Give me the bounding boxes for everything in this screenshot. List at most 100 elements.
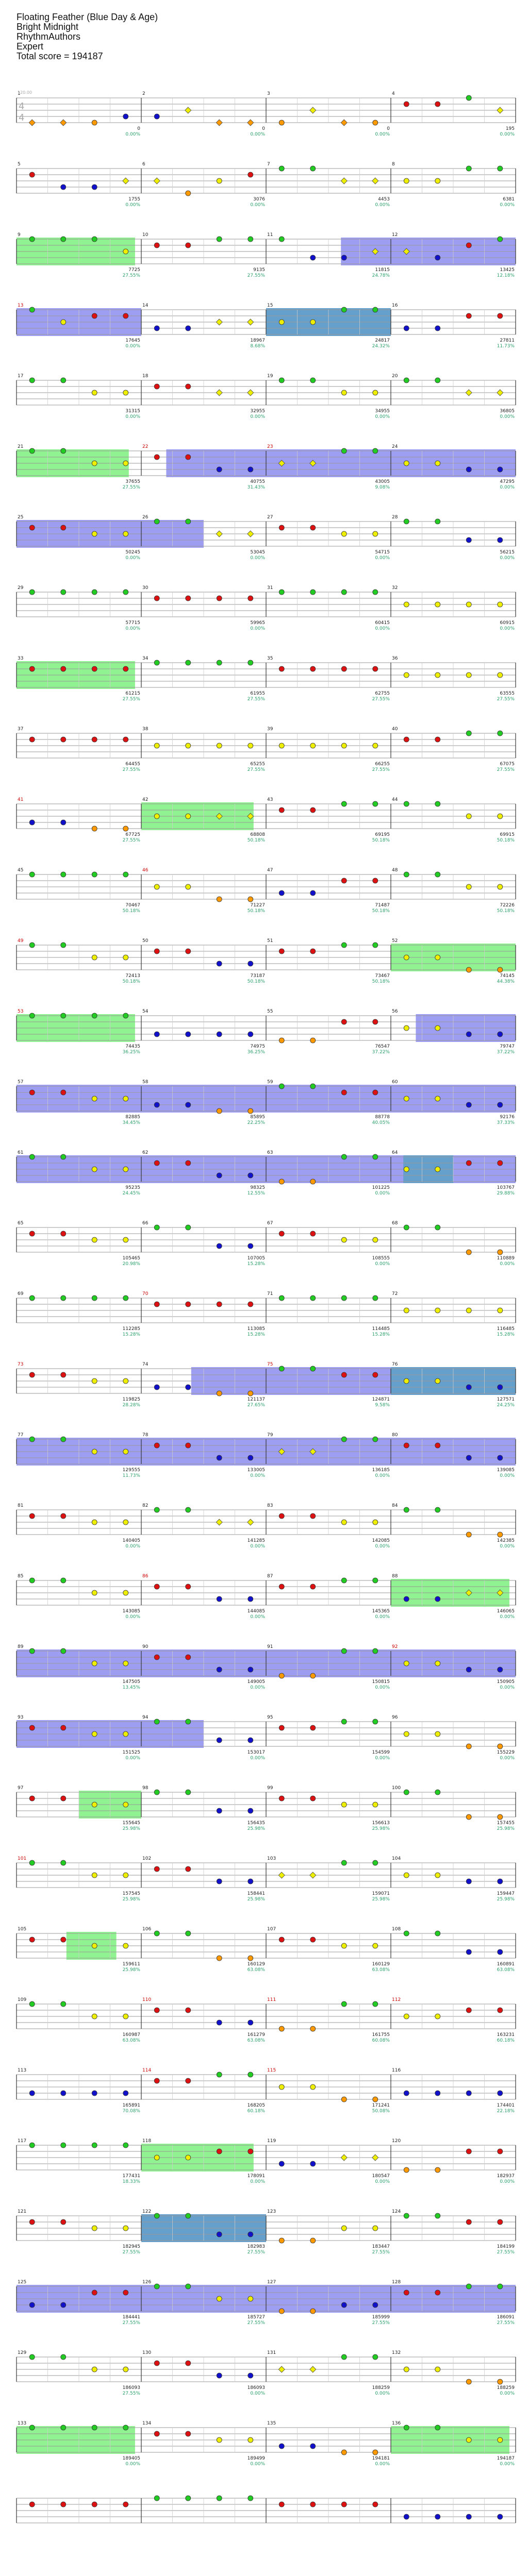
note-red xyxy=(403,736,409,743)
measure-number: 46 xyxy=(142,868,148,873)
note-green xyxy=(497,730,503,736)
note-orange xyxy=(341,2449,347,2455)
measure-number: 66 xyxy=(142,1221,148,1226)
note-green xyxy=(372,1719,378,1725)
note-red xyxy=(341,878,347,884)
note-green xyxy=(341,942,347,948)
measure-number: 78 xyxy=(142,1433,148,1438)
measure-score: 159071 xyxy=(372,1891,390,1896)
note-green xyxy=(60,1154,67,1160)
measure-score: 155229 xyxy=(497,1750,515,1755)
measure-number: 29 xyxy=(18,585,24,591)
note-yellow xyxy=(497,1307,503,1314)
note-yellow xyxy=(403,2366,409,2372)
note-yellow xyxy=(154,2154,160,2161)
note-red xyxy=(60,1513,67,1519)
note-green xyxy=(341,1648,347,1654)
note-green xyxy=(341,1295,347,1301)
song-title: Floating Feather (Blue Day & Age) xyxy=(16,12,158,22)
measure-percent: 0.00% xyxy=(500,414,515,419)
note-red xyxy=(154,2360,160,2366)
measure-percent: 0.00% xyxy=(375,555,390,561)
note-diamond xyxy=(309,1872,317,1879)
measure-number: 120 xyxy=(392,2139,401,2144)
measure-number: 15 xyxy=(267,303,273,308)
measure-number: 132 xyxy=(392,2350,401,2355)
measure-score: 129555 xyxy=(123,1468,140,1473)
measure-score: 72413 xyxy=(125,973,140,979)
measure-number: 58 xyxy=(142,1080,148,1085)
note-green xyxy=(435,1507,441,1513)
measure-percent: 0.00% xyxy=(500,626,515,631)
measure-score: 79747 xyxy=(500,1044,515,1049)
measure-percent: 11.73% xyxy=(497,344,515,349)
note-orange xyxy=(248,896,254,902)
note-red xyxy=(154,383,160,390)
note-red xyxy=(60,1937,67,1943)
measure-number: 27 xyxy=(267,515,273,520)
measure-number: 95 xyxy=(267,1715,273,1720)
note-orange xyxy=(497,967,503,973)
note-red xyxy=(60,736,67,743)
note-red xyxy=(185,1654,191,1660)
tempo-label: 120.00 xyxy=(18,90,32,95)
note-red xyxy=(29,1937,35,1943)
note-yellow xyxy=(310,319,316,325)
measure-percent: 27.55% xyxy=(123,767,141,772)
measure-percent: 15.28% xyxy=(248,1332,266,1337)
note-orange xyxy=(497,1531,503,1538)
measure-percent: 24.25% xyxy=(497,1403,515,1408)
note-green xyxy=(123,2425,129,2431)
note-red xyxy=(154,1160,160,1166)
note-orange xyxy=(466,1743,472,1749)
note-yellow xyxy=(123,1519,129,1525)
note-green xyxy=(60,1295,67,1301)
measure-percent: 24.45% xyxy=(123,1191,141,1196)
note-red xyxy=(185,595,191,601)
note-blue xyxy=(216,1243,222,1249)
note-orange xyxy=(403,2167,409,2173)
note-blue xyxy=(435,2514,441,2520)
note-orange xyxy=(185,190,191,196)
measure-number: 123 xyxy=(267,2209,276,2214)
note-red xyxy=(185,948,191,954)
measure-percent: 0.00% xyxy=(500,1685,515,1690)
note-blue xyxy=(403,2514,409,2520)
note-yellow xyxy=(123,1872,129,1878)
note-green xyxy=(60,2142,67,2148)
note-red xyxy=(60,1231,67,1237)
note-red xyxy=(185,2431,191,2437)
note-blue xyxy=(91,184,97,190)
note-green xyxy=(60,1013,67,1019)
measure-score: 163231 xyxy=(497,2032,515,2038)
measure-number: 113 xyxy=(18,2068,26,2073)
measure-percent: 50.18% xyxy=(123,908,141,914)
note-yellow xyxy=(123,390,129,396)
measure-percent: 20.98% xyxy=(123,1261,141,1267)
measure-percent: 0.00% xyxy=(500,1756,515,1761)
note-blue xyxy=(216,2019,222,2026)
note-yellow xyxy=(341,1943,347,1949)
note-yellow xyxy=(403,1660,409,1666)
measure-score: 72226 xyxy=(500,903,515,908)
measure-score: 147505 xyxy=(123,1679,140,1685)
note-yellow xyxy=(91,1590,97,1596)
note-yellow xyxy=(91,2225,97,2231)
note-diamond xyxy=(340,177,348,184)
measure-score: 178091 xyxy=(248,2174,265,2179)
note-blue xyxy=(497,1031,503,1037)
note-green xyxy=(341,2001,347,2007)
measure-score: 183447 xyxy=(372,2244,390,2249)
note-orange xyxy=(216,1955,222,1961)
note-blue xyxy=(248,1031,254,1037)
measure-number: 89 xyxy=(18,1644,24,1649)
note-blue xyxy=(216,466,222,473)
measure-number: 39 xyxy=(267,727,273,732)
measure-number: 28 xyxy=(392,515,398,520)
note-red xyxy=(403,101,409,107)
note-yellow xyxy=(341,1237,347,1243)
measure-number: 117 xyxy=(18,2139,26,2144)
note-orange xyxy=(435,2167,441,2173)
measure-percent: 0.00% xyxy=(125,626,140,631)
measure-percent: 0.00% xyxy=(125,344,140,349)
